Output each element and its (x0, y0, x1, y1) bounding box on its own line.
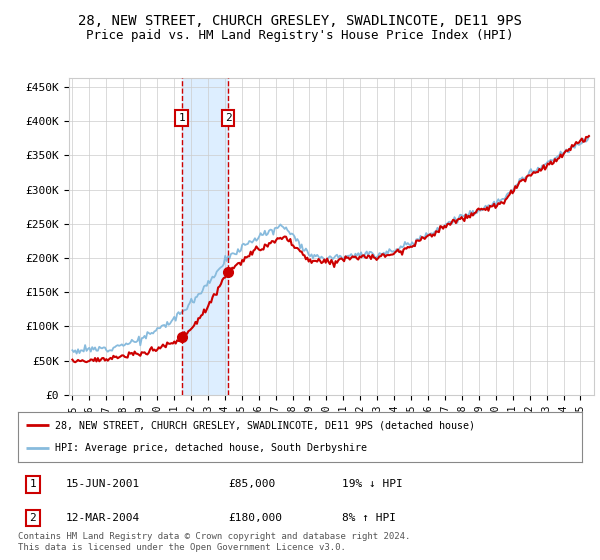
Bar (182, 78, 228, 395)
Text: 19% ↓ HPI: 19% ↓ HPI (342, 479, 403, 489)
Text: 28, NEW STREET, CHURCH GRESLEY, SWADLINCOTE, DE11 9PS (detached house): 28, NEW STREET, CHURCH GRESLEY, SWADLINC… (55, 420, 475, 430)
Text: 1: 1 (178, 113, 185, 123)
Text: £180,000: £180,000 (228, 513, 282, 523)
Text: 2: 2 (29, 513, 37, 523)
Text: 12-MAR-2004: 12-MAR-2004 (66, 513, 140, 523)
Text: 15-JUN-2001: 15-JUN-2001 (66, 479, 140, 489)
Text: 1: 1 (29, 479, 37, 489)
Text: HPI: Average price, detached house, South Derbyshire: HPI: Average price, detached house, Sout… (55, 444, 367, 454)
Text: 2: 2 (225, 113, 232, 123)
Text: Contains HM Land Registry data © Crown copyright and database right 2024.: Contains HM Land Registry data © Crown c… (18, 532, 410, 541)
Text: 28, NEW STREET, CHURCH GRESLEY, SWADLINCOTE, DE11 9PS: 28, NEW STREET, CHURCH GRESLEY, SWADLINC… (78, 14, 522, 28)
Text: £85,000: £85,000 (228, 479, 275, 489)
Text: Price paid vs. HM Land Registry's House Price Index (HPI): Price paid vs. HM Land Registry's House … (86, 29, 514, 42)
Text: This data is licensed under the Open Government Licence v3.0.: This data is licensed under the Open Gov… (18, 543, 346, 552)
Text: 8% ↑ HPI: 8% ↑ HPI (342, 513, 396, 523)
